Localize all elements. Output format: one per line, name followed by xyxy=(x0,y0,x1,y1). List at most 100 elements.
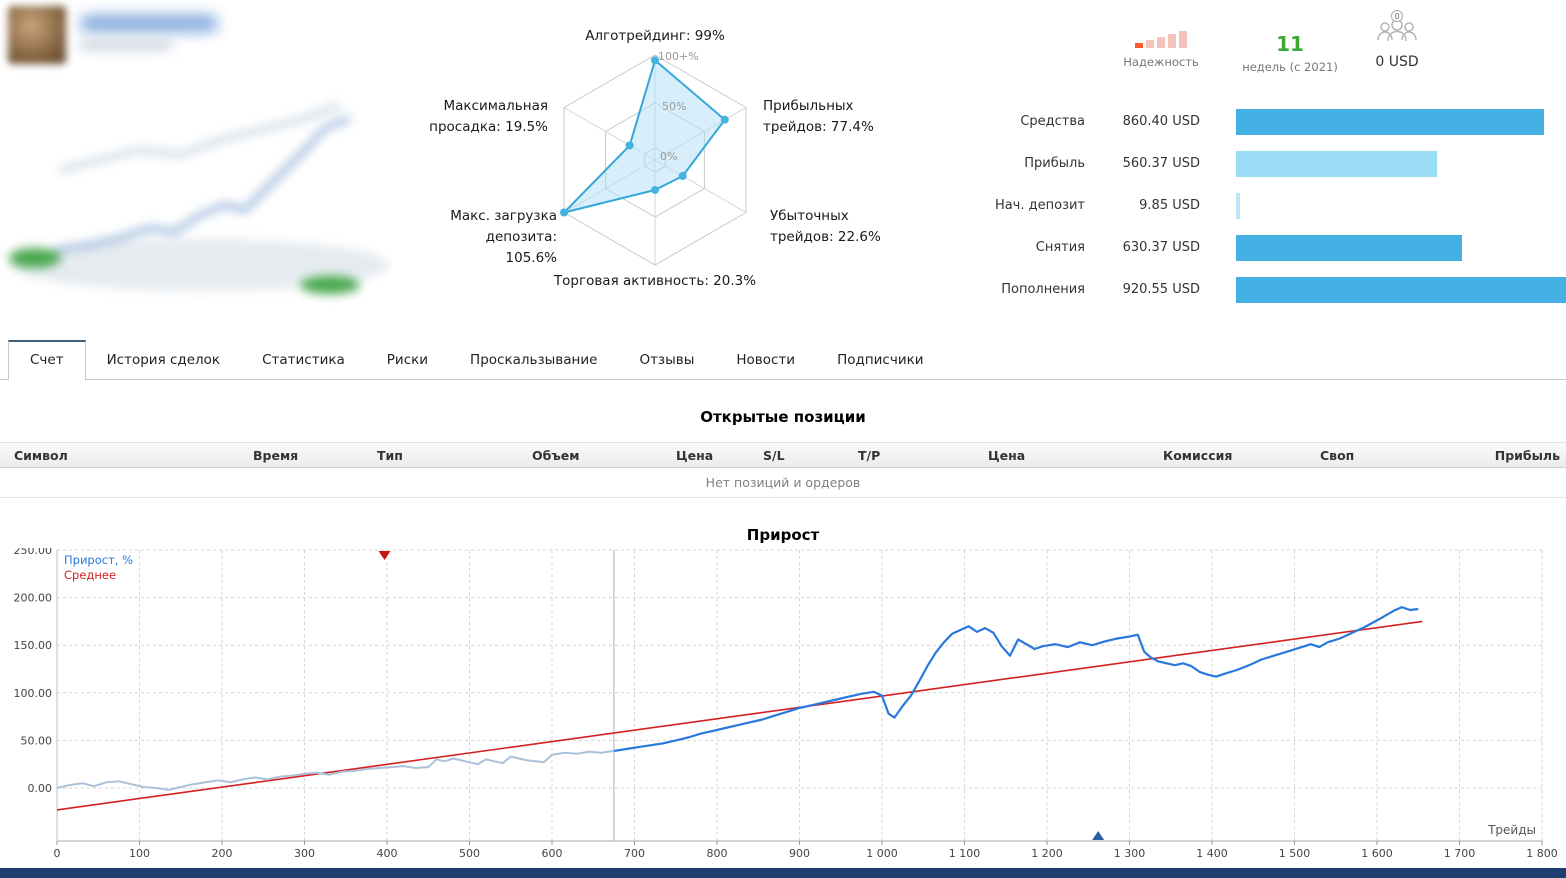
blurred-mini-chart xyxy=(9,102,390,294)
radar-ring-label-100: 100+% xyxy=(658,50,699,63)
reliability-bar xyxy=(1179,31,1187,48)
column-header: Цена xyxy=(676,448,714,463)
weeks-label: недель (с 2021) xyxy=(1242,60,1338,74)
svg-text:400: 400 xyxy=(377,847,398,860)
column-header: Время xyxy=(253,448,299,463)
svg-text:1 400: 1 400 xyxy=(1196,847,1228,860)
reliability-bar xyxy=(1157,37,1165,48)
subscribers-badge: 0 xyxy=(1394,12,1399,21)
svg-text:600: 600 xyxy=(542,847,563,860)
signal-name-blurred xyxy=(80,15,218,32)
svg-text:1 200: 1 200 xyxy=(1031,847,1063,860)
stat-label: Снятия xyxy=(1035,240,1085,255)
open-positions-title: Открытые позиции xyxy=(700,408,866,426)
column-header: Символ xyxy=(14,448,68,463)
reliability-label: Надежность xyxy=(1123,55,1199,69)
svg-text:800: 800 xyxy=(707,847,728,860)
column-header: T/P xyxy=(858,448,881,463)
table-header-row: Символ Время Тип Объем Цена S/L T/P Цена Комисси… xyxy=(0,442,1566,468)
stat-label: Прибыль xyxy=(1024,156,1085,171)
weeks-indicator: 11 недель (с 2021) xyxy=(1242,32,1338,74)
svg-text:500: 500 xyxy=(459,847,480,860)
tab-list: Счет История сделок Статистика Риски Проскал… xyxy=(8,340,1566,381)
reliability-bar xyxy=(1146,40,1154,48)
avatar xyxy=(8,6,66,64)
reliability-bars-icon xyxy=(1118,30,1204,48)
stat-value: 9.85 USD xyxy=(1139,198,1200,213)
stat-row: Пополнения 920.55 USD xyxy=(980,269,1566,311)
radar-label-deposit-load: Макс. загрузка депозита: 105.6% xyxy=(450,208,557,266)
balance-stats: Средства 860.40 USD Прибыль 560.37 USD Нач. … xyxy=(980,101,1566,311)
stat-label: Нач. депозит xyxy=(994,198,1085,213)
stat-value: 920.55 USD xyxy=(1122,282,1200,297)
radar-ring-label-50: 50% xyxy=(662,100,687,113)
tab-3[interactable]: Риски xyxy=(386,352,429,368)
xaxis-label: Трейды xyxy=(1487,823,1536,837)
price-value: 0 USD xyxy=(1375,54,1419,70)
radar-svg xyxy=(560,54,747,266)
reliability-indicator: Надежность xyxy=(1118,30,1204,69)
stat-value: 860.40 USD xyxy=(1122,114,1200,129)
column-header: S/L xyxy=(763,448,785,463)
stat-label: Пополнения xyxy=(1001,282,1085,297)
svg-text:0.00: 0.00 xyxy=(28,782,53,795)
radar-label-drawdown: Максимальная просадка: 19.5% xyxy=(429,98,548,135)
weeks-value: 11 xyxy=(1276,32,1304,56)
empty-positions-message: Нет позиций и ордеров xyxy=(0,468,1566,498)
stat-value: 560.37 USD xyxy=(1122,156,1200,171)
subscribers-icon: 0 xyxy=(1377,9,1417,42)
stat-value: 630.37 USD xyxy=(1122,240,1200,255)
tab-7[interactable]: Подписчики xyxy=(837,352,924,368)
svg-text:1 500: 1 500 xyxy=(1279,847,1311,860)
svg-text:100: 100 xyxy=(129,847,150,860)
chart-marker-bottom xyxy=(1092,831,1105,840)
stat-bar xyxy=(1236,277,1566,303)
radar-label-losing: Убыточных трейдов: 22.6% xyxy=(770,208,881,245)
radar-label-activity: Торговая активность: 20.3% xyxy=(553,273,757,289)
svg-text:1 600: 1 600 xyxy=(1361,847,1393,860)
tab-4[interactable]: Проскальзывание xyxy=(470,352,598,368)
radar-ring-label-0: 0% xyxy=(660,150,678,163)
radar-label-algotrading: Алготрейдинг: 99% xyxy=(585,28,725,44)
svg-text:200.00: 200.00 xyxy=(14,592,53,605)
stat-bar xyxy=(1236,235,1462,261)
open-positions-table: Символ Время Тип Объем Цена S/L T/P Цена Комисси… xyxy=(0,442,1566,498)
signal-subtitle-blurred xyxy=(80,40,172,50)
tab-1[interactable]: История сделок xyxy=(106,352,221,368)
column-header: Комиссия xyxy=(1163,448,1233,463)
tab-0[interactable]: Счет xyxy=(8,340,86,381)
svg-text:900: 900 xyxy=(789,847,810,860)
svg-text:150.00: 150.00 xyxy=(14,639,53,652)
stat-row: Снятия 630.37 USD xyxy=(980,227,1566,269)
svg-text:700: 700 xyxy=(624,847,645,860)
growth-svg: 0.00 50.00 100.00 150.00 200.00 250.00 0 100 200… xyxy=(14,544,1558,860)
column-header: Цена xyxy=(988,448,1026,463)
stat-bar xyxy=(1236,109,1544,135)
svg-text:0: 0 xyxy=(54,847,61,860)
column-header: Тип xyxy=(377,448,403,463)
chart-marker-top xyxy=(378,551,391,560)
tab-5[interactable]: Отзывы xyxy=(639,352,695,368)
svg-text:1 100: 1 100 xyxy=(949,847,981,860)
stat-row: Прибыль 560.37 USD xyxy=(980,143,1566,185)
stat-row: Средства 860.40 USD xyxy=(980,101,1566,143)
growth-chart: 0.00 50.00 100.00 150.00 200.00 250.00 0 100 200… xyxy=(4,544,1562,868)
svg-text:1 300: 1 300 xyxy=(1114,847,1146,860)
legend-item: Прирост, % xyxy=(64,553,133,567)
stat-label: Средства xyxy=(1020,114,1085,129)
radar-label-profitable: Прибыльных трейдов: 77.4% xyxy=(763,98,874,135)
stat-bar xyxy=(1236,193,1240,219)
stat-bar xyxy=(1236,151,1437,177)
reliability-bar xyxy=(1168,34,1176,48)
legend-item: Среднее xyxy=(64,568,116,582)
tab-2[interactable]: Статистика xyxy=(262,352,345,368)
subscription-price: 0 0 USD xyxy=(1352,9,1442,70)
signal-radar-chart: Алготрейдинг: 99% Прибыльных трейдов: 77… xyxy=(420,20,890,312)
column-header: Прибыль xyxy=(1494,448,1560,463)
footer-bar xyxy=(0,868,1566,878)
account-summary: Надежность 11 недель (с 2021) 0 0 USD xyxy=(980,0,1566,335)
svg-text:250.00: 250.00 xyxy=(14,548,53,557)
svg-text:200: 200 xyxy=(212,847,233,860)
tab-6[interactable]: Новости xyxy=(736,352,796,368)
stat-row: Нач. депозит 9.85 USD xyxy=(980,185,1566,227)
